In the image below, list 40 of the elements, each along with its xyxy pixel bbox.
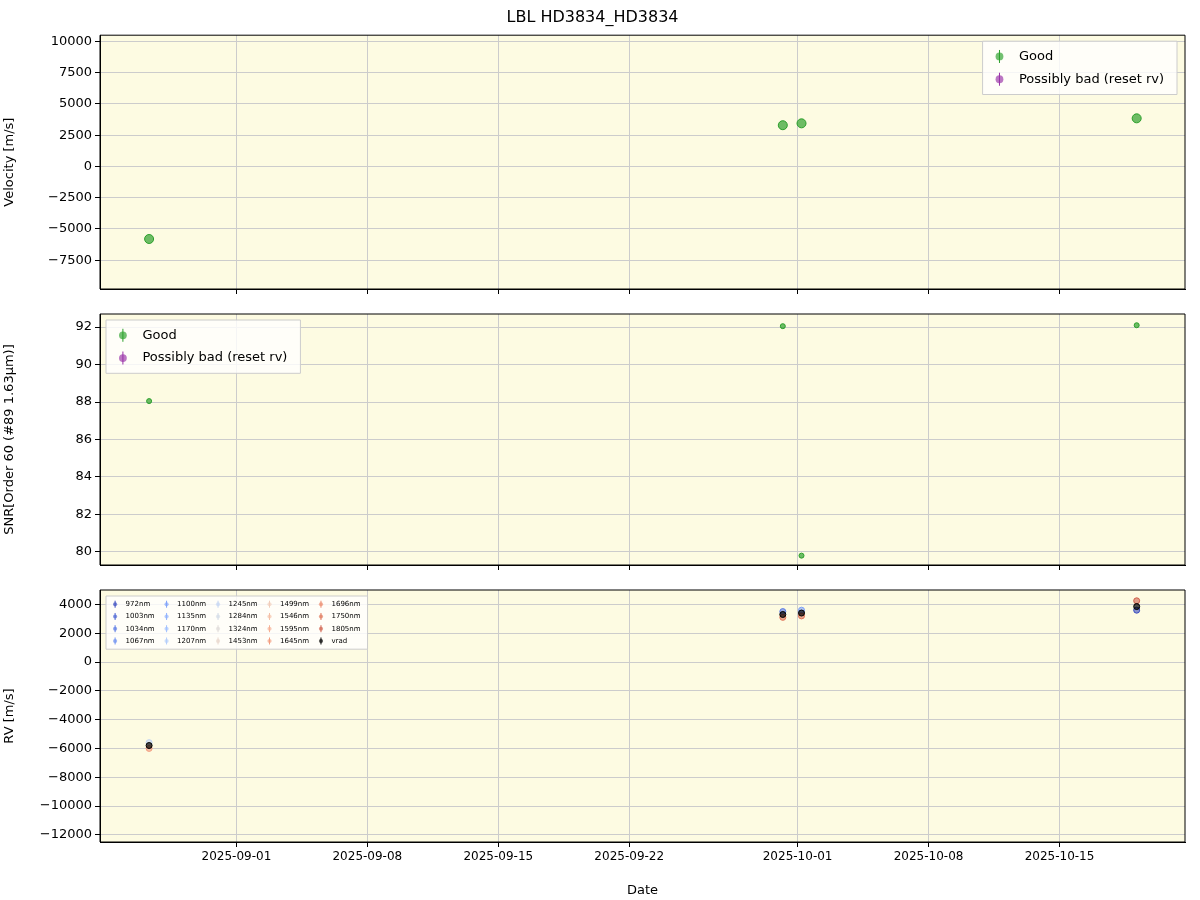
- legend-label: Possibly bad (reset rv): [1018, 70, 1165, 86]
- x-tick-label: 2025-09-01: [201, 849, 272, 864]
- y-tick-label: 4000: [58, 595, 92, 611]
- legend-label: Good: [1018, 47, 1054, 63]
- x-tick-label: 2025-10-01: [762, 849, 833, 864]
- y-tick-label: 0: [83, 157, 92, 173]
- y-tick-label: −4000: [48, 710, 92, 726]
- y-tick-label: 90: [75, 355, 92, 371]
- y-tick-label: 92: [75, 318, 92, 334]
- y-tick-label: −7500: [48, 251, 92, 267]
- y-tick-label: −2000: [48, 682, 92, 698]
- y-tick-label: −10000: [39, 797, 92, 813]
- x-tick-label: 2025-09-08: [332, 849, 403, 864]
- y-tick-label: −12000: [39, 826, 92, 842]
- legend-label: Possibly bad (reset rv): [142, 349, 288, 365]
- y-tick-label: 84: [75, 468, 92, 484]
- y-axis-title: SNR[Order 60 (#89 1.63μm)]: [1, 344, 17, 535]
- x-tick-label: 2025-10-08: [893, 849, 964, 864]
- y-tick-label: 88: [75, 393, 92, 409]
- x-tick-label: 2025-09-15: [463, 849, 534, 864]
- y-tick-label: −6000: [48, 739, 92, 755]
- y-tick-label: −5000: [48, 220, 92, 236]
- x-tick-label: 2025-10-15: [1024, 849, 1095, 864]
- y-tick-label: 86: [75, 430, 92, 446]
- x-axis-title: Date: [626, 881, 659, 897]
- y-tick-label: −8000: [48, 768, 92, 784]
- y-tick-label: 80: [75, 543, 92, 559]
- y-tick-label: −2500: [48, 189, 92, 205]
- y-axis-title: Velocity [m/s]: [1, 117, 17, 207]
- legend-label: Good: [142, 326, 177, 342]
- y-tick-label: 5000: [58, 95, 92, 111]
- chart-title: LBL HD3834_HD3834: [506, 6, 679, 27]
- x-tick-label: 2025-09-22: [594, 849, 665, 864]
- y-axis-title: RV [m/s]: [1, 688, 17, 744]
- y-tick-label: 2500: [58, 126, 92, 142]
- y-tick-label: 2000: [58, 624, 92, 640]
- y-tick-label: 10000: [50, 32, 92, 48]
- y-tick-label: 82: [75, 505, 92, 521]
- y-tick-label: 7500: [58, 64, 92, 80]
- y-tick-label: 0: [83, 653, 92, 669]
